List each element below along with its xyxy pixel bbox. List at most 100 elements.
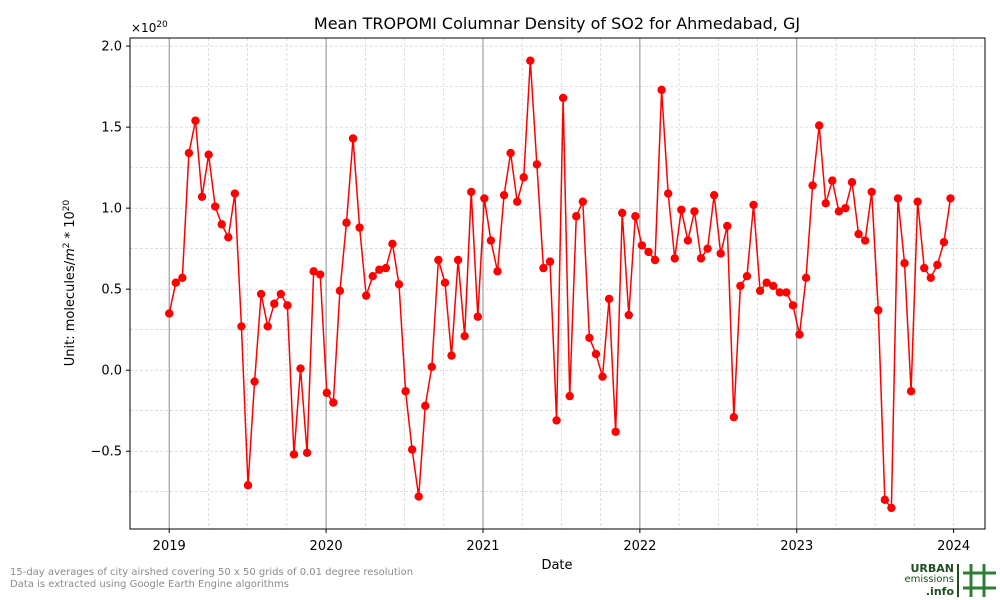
- so2-series-line: [168, 60, 952, 510]
- data-point: [361, 291, 371, 300]
- data-point: [663, 189, 673, 198]
- logo-text-emissions: emissions: [904, 574, 954, 585]
- data-point: [165, 309, 174, 318]
- data-point: [598, 372, 607, 381]
- y-tick-label: 1.5: [101, 121, 122, 136]
- data-point: [368, 272, 377, 281]
- data-point: [736, 281, 745, 291]
- data-point: [572, 212, 581, 221]
- data-point: [460, 331, 469, 341]
- data-point: [749, 200, 758, 210]
- y-axis-ticks: −0.5 0.0 0.5 1.0 1.5 2.0: [90, 40, 130, 460]
- x-axis-ticks: 2019 2020 2021 2022 2023 2024: [153, 529, 970, 554]
- data-point: [926, 273, 935, 283]
- y-tick-label: 2.0: [101, 40, 122, 55]
- data-point: [453, 255, 463, 265]
- data-point: [283, 301, 292, 310]
- data-point: [335, 286, 345, 295]
- data-point: [309, 267, 318, 276]
- y-tick-label: −0.5: [90, 445, 122, 460]
- data-point: [624, 310, 633, 320]
- data-point: [394, 280, 404, 289]
- data-point: [512, 197, 522, 206]
- data-point: [814, 121, 824, 130]
- data-point: [650, 255, 660, 265]
- data-point: [604, 294, 614, 304]
- urban-emissions-logo: URBAN emissions .info: [898, 560, 998, 600]
- data-point: [716, 249, 725, 258]
- data-point: [834, 207, 844, 216]
- data-point: [742, 272, 752, 281]
- data-point: [808, 181, 817, 190]
- data-point: [775, 288, 784, 297]
- data-point: [329, 398, 338, 407]
- data-point: [788, 301, 798, 310]
- data-point: [486, 236, 496, 245]
- data-point: [611, 427, 620, 436]
- data-point: [276, 289, 286, 299]
- data-point: [677, 205, 686, 214]
- data-point: [585, 333, 594, 342]
- data-point: [920, 263, 929, 273]
- footnote-line-1: 15-day averages of city airshed covering…: [10, 567, 414, 578]
- data-point: [217, 220, 226, 229]
- data-point: [558, 93, 568, 103]
- data-point: [874, 306, 883, 315]
- data-point: [618, 208, 627, 218]
- data-point: [421, 401, 430, 411]
- data-point: [467, 187, 476, 197]
- data-point: [473, 312, 482, 321]
- data-point: [887, 503, 896, 513]
- data-point: [401, 387, 410, 396]
- data-point: [591, 349, 601, 359]
- data-point: [565, 391, 574, 401]
- data-point: [204, 150, 213, 159]
- data-point: [316, 270, 325, 279]
- data-point: [939, 237, 949, 247]
- data-point: [526, 56, 535, 65]
- x-tick-label: 2019: [153, 539, 186, 554]
- data-point: [631, 212, 640, 221]
- y-axis-multiplier: ×1020: [131, 20, 168, 35]
- data-point: [821, 199, 830, 208]
- data-point: [782, 288, 791, 297]
- y-tick-label: 0.0: [101, 364, 122, 379]
- data-point: [230, 189, 240, 198]
- data-point: [493, 267, 502, 276]
- data-point: [499, 190, 509, 200]
- data-point: [880, 495, 890, 505]
- data-point: [342, 218, 351, 227]
- data-point: [270, 299, 279, 308]
- data-point: [178, 273, 187, 283]
- data-point: [913, 197, 922, 206]
- data-point: [828, 176, 837, 185]
- grid-lines: [130, 38, 985, 529]
- data-point: [729, 412, 739, 422]
- y-tick-label: 1.0: [101, 202, 122, 217]
- data-point: [224, 233, 233, 242]
- logo-text-info: .info: [925, 585, 954, 598]
- data-point: [657, 85, 666, 95]
- data-point: [900, 259, 909, 268]
- x-tick-label: 2022: [623, 539, 656, 554]
- data-point: [709, 190, 719, 200]
- y-tick-label: 0.5: [101, 283, 122, 298]
- data-point: [434, 255, 443, 265]
- data-point: [184, 148, 194, 158]
- data-point: [427, 362, 437, 372]
- data-point: [683, 236, 693, 245]
- data-point: [723, 221, 732, 231]
- data-point: [946, 194, 955, 203]
- year-separator-lines: [168, 38, 798, 529]
- data-point: [539, 263, 548, 273]
- data-point: [381, 263, 391, 273]
- data-point: [841, 203, 850, 213]
- data-point: [532, 160, 542, 169]
- data-point: [769, 281, 778, 291]
- plot-area-frame: [129, 37, 986, 530]
- data-point: [519, 173, 528, 182]
- data-point: [197, 192, 207, 202]
- data-point: [440, 278, 450, 287]
- data-point: [795, 330, 804, 339]
- x-axis-label: Date: [541, 558, 572, 573]
